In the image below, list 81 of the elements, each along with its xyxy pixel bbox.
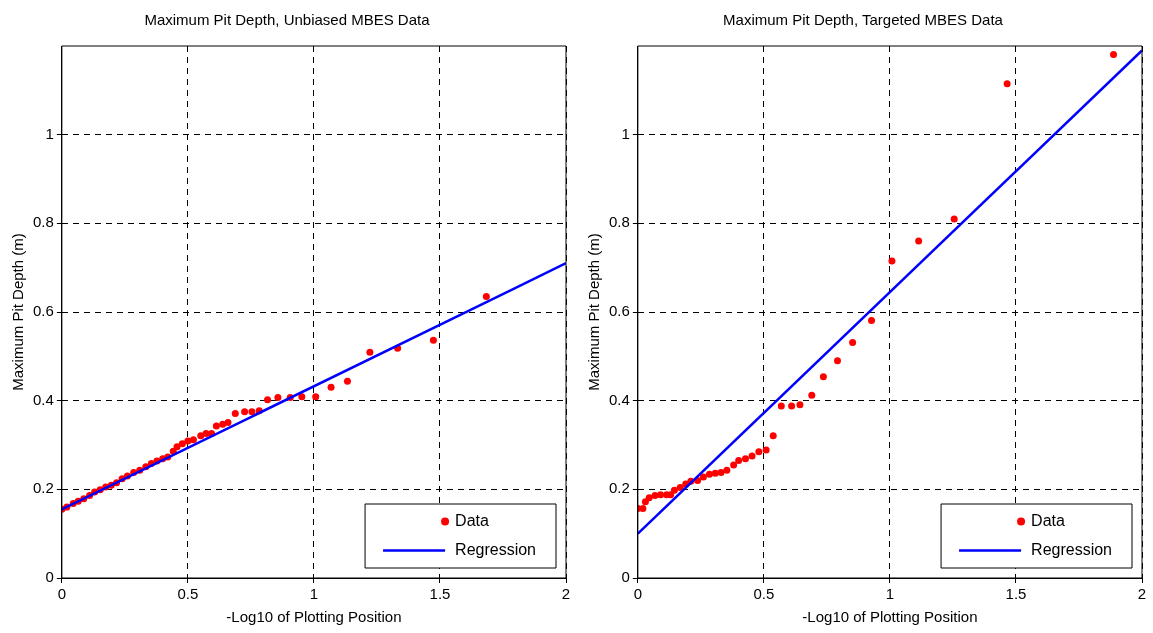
x-tick-label: 0 xyxy=(57,585,67,603)
point xyxy=(888,257,896,265)
y-tick-label: 0.4 xyxy=(608,390,630,408)
x-tick-label: 0 xyxy=(633,585,643,603)
point xyxy=(241,408,249,416)
y-tick-label: 0.6 xyxy=(32,302,54,320)
point xyxy=(248,408,256,416)
y-axis-title: Maximum Pit Depth (m) xyxy=(9,233,27,391)
point xyxy=(705,470,713,478)
point xyxy=(735,457,743,465)
point xyxy=(868,316,876,324)
y-tick-label: 0.2 xyxy=(32,479,54,497)
point xyxy=(219,420,227,428)
x-tick-label: 1.5 xyxy=(429,585,451,603)
point xyxy=(224,418,232,426)
x-tick-label: 2 xyxy=(561,585,571,603)
point xyxy=(482,292,490,300)
point xyxy=(755,448,763,456)
x-tick-label: 1 xyxy=(309,585,319,603)
point xyxy=(670,486,678,494)
x-tick-label: 1 xyxy=(885,585,895,603)
point xyxy=(651,492,659,500)
point xyxy=(1003,80,1011,88)
y-tick-label: 0.8 xyxy=(32,213,54,231)
point xyxy=(849,339,857,347)
point xyxy=(231,410,239,418)
point xyxy=(834,357,841,365)
point xyxy=(197,432,205,440)
y-tick-label: 1 xyxy=(45,124,54,142)
point xyxy=(327,383,335,391)
point xyxy=(645,494,653,502)
point xyxy=(717,468,725,476)
y-tick-label: 0.4 xyxy=(32,390,54,408)
point xyxy=(699,473,707,481)
chart-title: Maximum Pit Depth, Unbiased MBES Data xyxy=(144,11,431,29)
point xyxy=(343,377,351,385)
x-axis-title: -Log10 of Plotting Position xyxy=(226,608,402,626)
y-tick-label: 1 xyxy=(621,124,630,142)
point xyxy=(808,391,816,399)
point xyxy=(657,491,665,499)
point xyxy=(723,466,731,474)
point xyxy=(274,394,282,402)
point xyxy=(298,393,306,401)
y-tick-label: 0.2 xyxy=(608,479,630,497)
point xyxy=(711,469,719,477)
point xyxy=(741,455,749,463)
point xyxy=(769,432,777,440)
x-tick-label: 1.5 xyxy=(1005,585,1027,603)
x-tick-label: 0.5 xyxy=(753,585,775,603)
point xyxy=(1110,50,1118,58)
point xyxy=(819,373,827,381)
x-tick-label: 2 xyxy=(1137,585,1147,603)
point xyxy=(748,452,756,460)
point xyxy=(312,393,320,401)
y-tick-label: 0 xyxy=(621,568,630,586)
legend-label: Data xyxy=(455,511,489,529)
point xyxy=(788,402,796,410)
y-tick-label: 0 xyxy=(45,568,54,586)
point xyxy=(639,504,647,512)
point xyxy=(366,348,374,356)
legend-label: Regression xyxy=(455,540,537,558)
point xyxy=(796,401,804,409)
legend-label: Data xyxy=(1031,511,1065,529)
point xyxy=(178,440,186,448)
point xyxy=(730,461,738,469)
x-tick-label: 0.5 xyxy=(177,585,199,603)
point xyxy=(762,446,770,454)
point xyxy=(950,215,958,223)
y-tick-label: 0.8 xyxy=(608,213,630,231)
point xyxy=(264,396,272,404)
point xyxy=(667,491,675,499)
x-axis-title: -Log10 of Plotting Position xyxy=(802,608,978,626)
point xyxy=(915,237,923,245)
y-axis-title: Maximum Pit Depth (m) xyxy=(585,233,603,391)
point xyxy=(429,336,437,344)
point xyxy=(212,422,220,430)
chart-title: Maximum Pit Depth, Targeted MBES Data xyxy=(723,11,1004,29)
legend-label: Regression xyxy=(1031,540,1113,558)
y-tick-label: 0.6 xyxy=(608,302,630,320)
point xyxy=(777,402,785,410)
point xyxy=(189,436,197,444)
